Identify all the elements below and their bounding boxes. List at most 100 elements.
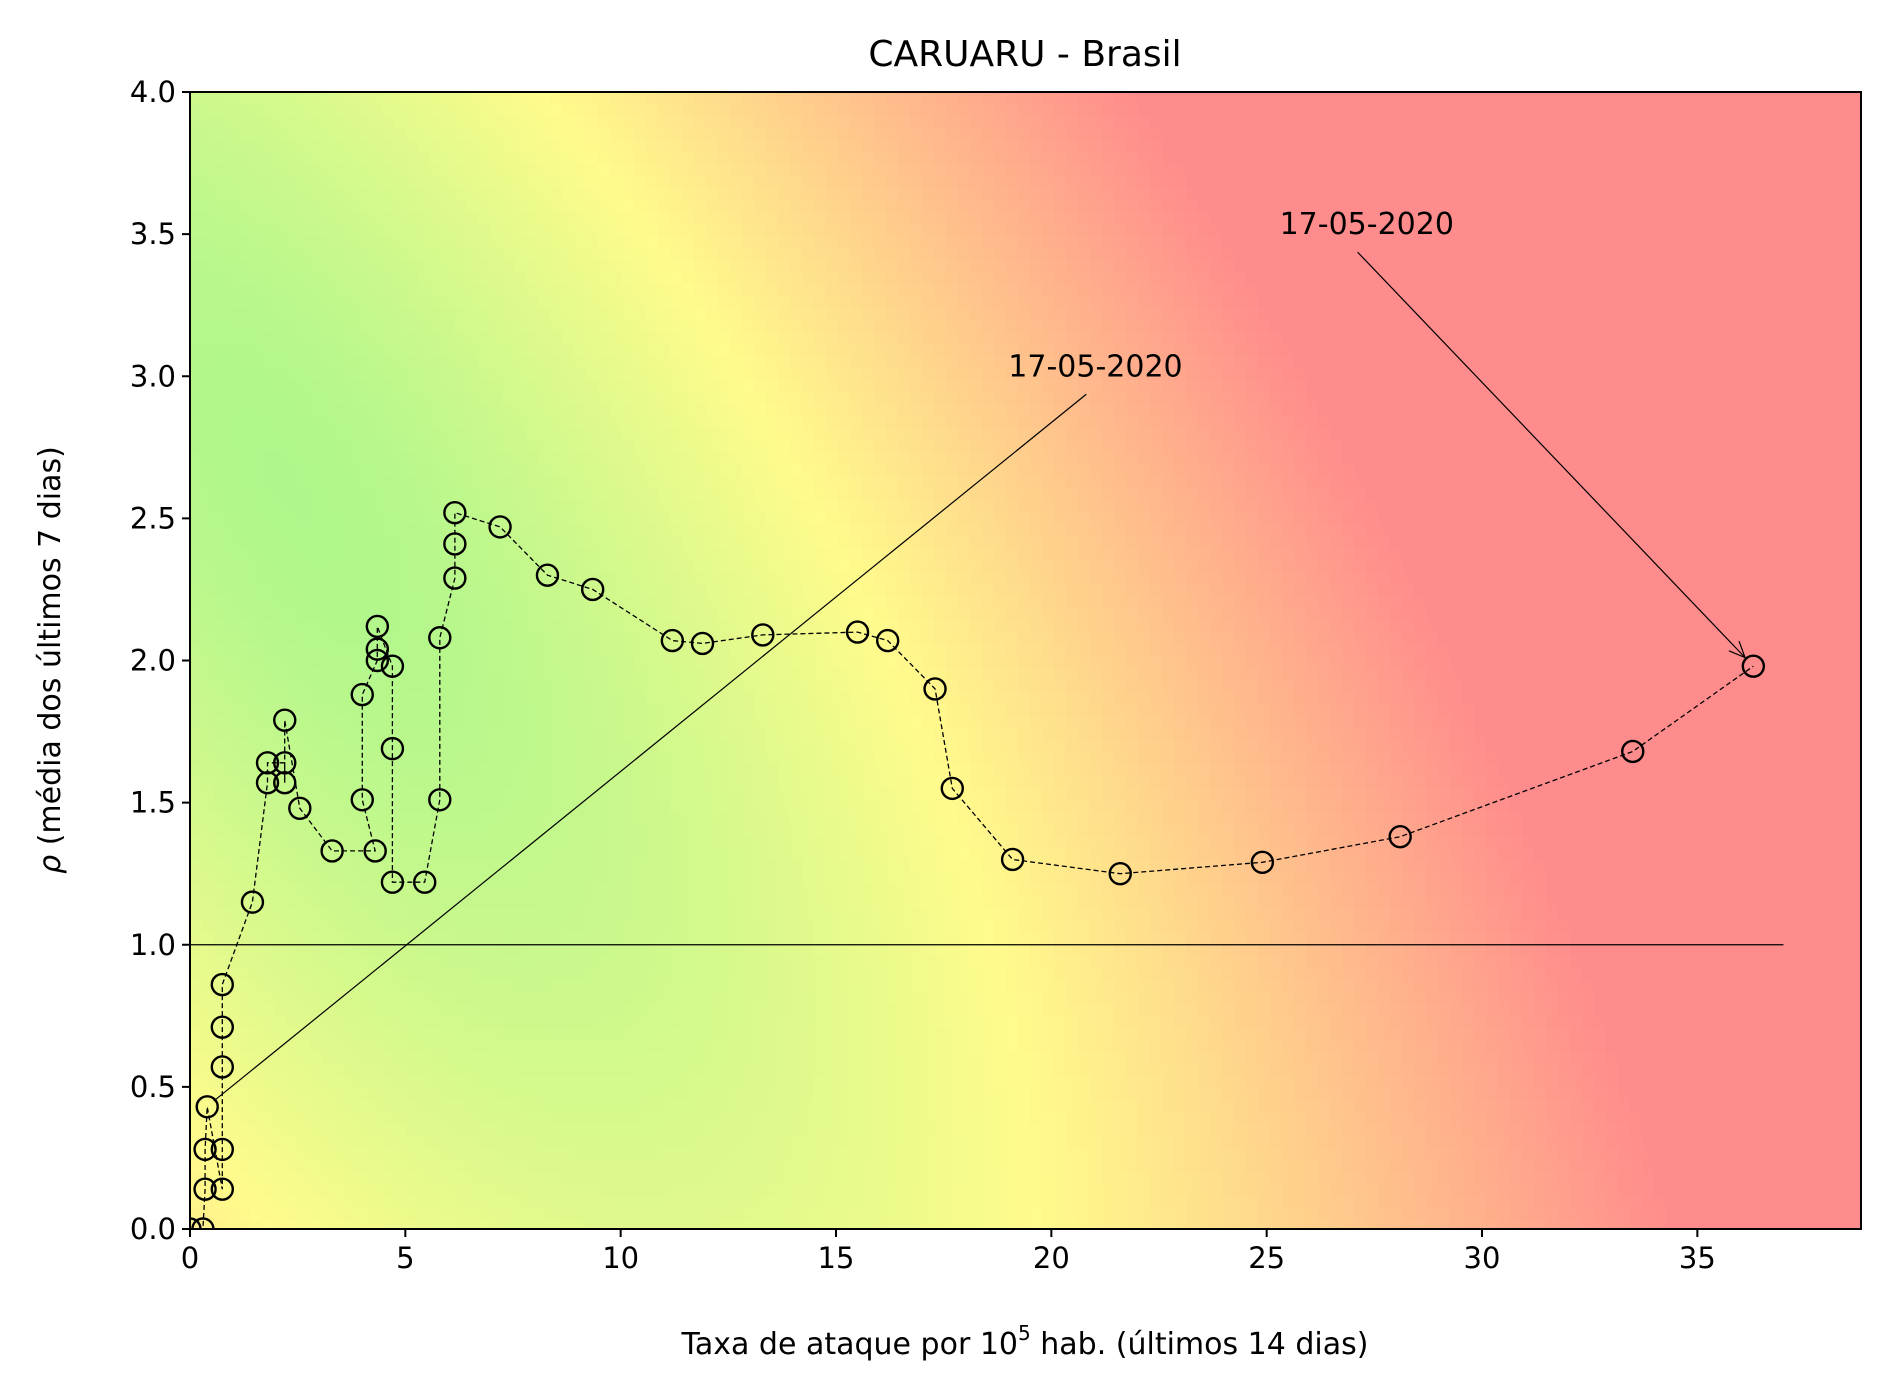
background-cell <box>1786 140 1799 153</box>
background-cell <box>814 200 827 213</box>
background-cell <box>1726 176 1739 189</box>
background-cell <box>1186 116 1199 129</box>
background-cell <box>850 296 863 309</box>
background-cell <box>1606 356 1619 369</box>
background-cell <box>1534 332 1547 345</box>
background-cell <box>958 236 971 249</box>
background-cell <box>1450 296 1463 309</box>
background-cell <box>310 272 323 285</box>
background-cell <box>214 140 227 153</box>
background-cell <box>226 392 239 405</box>
background-cell <box>238 344 251 357</box>
background-cell <box>562 464 575 477</box>
background-cell <box>1522 284 1535 297</box>
background-cell <box>1366 476 1379 489</box>
background-cell <box>694 104 707 117</box>
background-cell <box>514 140 527 153</box>
background-cell <box>1162 512 1175 525</box>
background-cell <box>1354 308 1367 321</box>
background-cell <box>1786 368 1799 381</box>
background-cell <box>586 452 599 465</box>
background-cell <box>202 260 215 273</box>
background-cell <box>1462 416 1475 429</box>
background-cell <box>826 380 839 393</box>
background-cell <box>622 296 635 309</box>
background-cell <box>214 416 227 429</box>
background-cell <box>1642 428 1655 441</box>
background-cell <box>610 188 623 201</box>
background-cell <box>730 320 743 333</box>
background-cell <box>1270 428 1283 441</box>
background-cell <box>1402 500 1415 513</box>
background-cell <box>214 92 227 105</box>
background-cell <box>754 392 767 405</box>
background-cell <box>490 464 503 477</box>
background-cell <box>1102 512 1115 525</box>
background-cell <box>322 116 335 129</box>
background-cell <box>742 176 755 189</box>
background-cell <box>886 272 899 285</box>
background-cell <box>334 224 347 237</box>
background-cell <box>874 176 887 189</box>
background-cell <box>394 104 407 117</box>
background-cell <box>814 116 827 129</box>
background-cell <box>670 464 683 477</box>
background-cell <box>394 476 407 489</box>
background-cell <box>550 164 563 177</box>
background-cell <box>802 296 815 309</box>
background-cell <box>1582 500 1595 513</box>
background-cell <box>1198 236 1211 249</box>
background-cell <box>790 392 803 405</box>
background-cell <box>634 320 647 333</box>
background-cell <box>1714 392 1727 405</box>
background-cell <box>1018 92 1031 105</box>
background-cell <box>1246 416 1259 429</box>
background-cell <box>1378 404 1391 417</box>
background-cell <box>286 356 299 369</box>
background-cell <box>1762 284 1775 297</box>
background-cell <box>1714 308 1727 321</box>
background-cell <box>418 308 431 321</box>
background-cell <box>730 512 743 525</box>
background-cell <box>1822 488 1835 501</box>
background-cell <box>970 440 983 453</box>
background-cell <box>886 392 899 405</box>
background-cell <box>454 464 467 477</box>
background-cell <box>1174 164 1187 177</box>
background-cell <box>1582 380 1595 393</box>
background-cell <box>1558 236 1571 249</box>
background-cell <box>250 428 263 441</box>
background-cell <box>1750 392 1763 405</box>
background-cell <box>1198 260 1211 273</box>
background-cell <box>1438 128 1451 141</box>
background-cell <box>1090 320 1103 333</box>
background-cell <box>1066 488 1079 501</box>
background-cell <box>1678 416 1691 429</box>
background-cell <box>1498 488 1511 501</box>
background-cell <box>214 272 227 285</box>
background-cell <box>1594 248 1607 261</box>
background-cell <box>1258 356 1271 369</box>
background-cell <box>1402 320 1415 333</box>
background-cell <box>1054 164 1067 177</box>
background-cell <box>238 236 251 249</box>
background-cell <box>982 500 995 513</box>
background-cell <box>1114 404 1127 417</box>
background-cell <box>862 164 875 177</box>
background-cell <box>1630 152 1643 165</box>
background-cell <box>490 344 503 357</box>
background-cell <box>1018 320 1031 333</box>
background-cell <box>1078 152 1091 165</box>
background-cell <box>1138 332 1151 345</box>
background-cell <box>778 440 791 453</box>
background-cell <box>802 416 815 429</box>
background-cell <box>778 236 791 249</box>
background-cell <box>226 212 239 225</box>
background-cell <box>358 404 371 417</box>
background-cell <box>682 428 695 441</box>
background-cell <box>838 116 851 129</box>
background-cell <box>1858 272 1861 285</box>
background-cell <box>286 104 299 117</box>
background-cell <box>442 260 455 273</box>
background-cell <box>1798 356 1811 369</box>
